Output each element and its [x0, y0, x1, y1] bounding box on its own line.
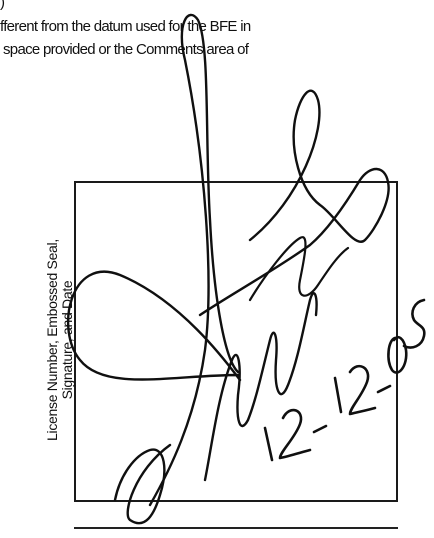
seal-box-label: License Number, Embossed Seal, Signature…	[44, 220, 75, 460]
seal-box-label-line1: License Number, Embossed Seal,	[44, 239, 60, 441]
text-fragment-datum-line: fferent from the datum used for the BFE …	[0, 18, 251, 35]
seal-box-label-line2: Signature, and Date	[59, 280, 75, 400]
seal-signature-box	[74, 181, 398, 502]
text-fragment-paren: )	[0, 0, 5, 11]
signature-underline	[74, 527, 398, 529]
text-fragment-comments-line: space provided or the Comments area of	[3, 41, 249, 58]
